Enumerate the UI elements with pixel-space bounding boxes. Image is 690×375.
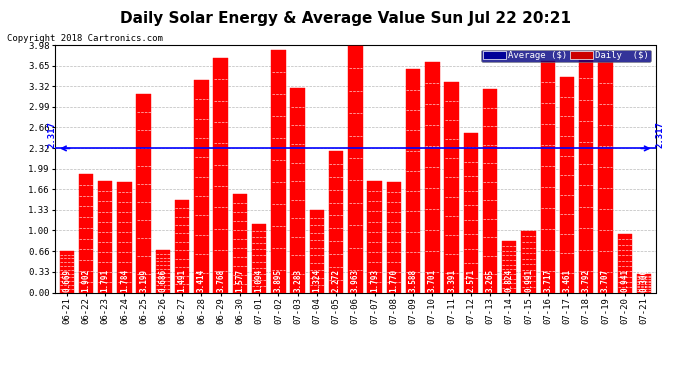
Text: 3.701: 3.701 [428, 269, 437, 292]
Text: 2.571: 2.571 [466, 269, 475, 292]
Text: 2.272: 2.272 [332, 269, 341, 292]
Text: 3.461: 3.461 [562, 269, 571, 292]
Bar [59, 251, 74, 292]
Text: 1.577: 1.577 [235, 269, 244, 292]
Text: 0.991: 0.991 [524, 269, 533, 292]
Text: 2.317: 2.317 [47, 121, 56, 148]
Bar [444, 82, 459, 292]
Text: 0.300: 0.300 [640, 269, 649, 292]
Bar [406, 69, 420, 292]
Text: 3.588: 3.588 [408, 269, 417, 292]
Bar [464, 133, 478, 292]
Text: 1.324: 1.324 [313, 269, 322, 292]
Text: 2.317: 2.317 [656, 121, 664, 148]
Text: 3.265: 3.265 [486, 269, 495, 292]
Text: 3.717: 3.717 [543, 269, 552, 292]
Bar [425, 62, 440, 292]
Bar [137, 94, 151, 292]
Bar [79, 174, 93, 292]
Text: 3.707: 3.707 [601, 269, 610, 292]
Text: 1.902: 1.902 [81, 269, 90, 292]
Bar [386, 182, 401, 292]
Bar [175, 200, 189, 292]
Text: 0.686: 0.686 [159, 269, 168, 292]
Bar [98, 181, 112, 292]
Text: 0.669: 0.669 [62, 269, 71, 292]
Text: 0.824: 0.824 [505, 269, 514, 292]
Text: 3.414: 3.414 [197, 269, 206, 292]
Bar [233, 194, 247, 292]
Bar [117, 182, 132, 292]
Text: 1.770: 1.770 [389, 269, 398, 292]
Bar [560, 77, 574, 292]
Bar [348, 46, 362, 292]
Text: 3.895: 3.895 [274, 269, 283, 292]
Text: 3.768: 3.768 [216, 269, 225, 292]
Bar [579, 57, 593, 292]
Text: 1.793: 1.793 [370, 269, 379, 292]
Text: 3.792: 3.792 [582, 269, 591, 292]
Text: 3.199: 3.199 [139, 269, 148, 292]
Bar [502, 241, 517, 292]
Bar [618, 234, 632, 292]
Text: Daily Solar Energy & Average Value Sun Jul 22 20:21: Daily Solar Energy & Average Value Sun J… [119, 11, 571, 26]
Bar [598, 62, 613, 292]
Text: 1.791: 1.791 [101, 269, 110, 292]
Text: 1.491: 1.491 [178, 269, 187, 292]
Bar [310, 210, 324, 292]
Bar [329, 151, 344, 292]
Bar [252, 225, 266, 292]
Text: 1.784: 1.784 [120, 269, 129, 292]
Bar [156, 250, 170, 292]
Bar [522, 231, 535, 292]
Text: 3.963: 3.963 [351, 269, 360, 292]
Text: 1.094: 1.094 [255, 269, 264, 292]
Bar [367, 181, 382, 292]
Text: 0.941: 0.941 [620, 269, 629, 292]
Text: 3.283: 3.283 [293, 269, 302, 292]
Bar [540, 62, 555, 292]
Bar [213, 58, 228, 292]
Bar [637, 274, 651, 292]
Legend: Average ($), Daily  ($): Average ($), Daily ($) [481, 50, 651, 62]
Bar [194, 80, 208, 292]
Bar [290, 88, 305, 292]
Bar [271, 50, 286, 292]
Bar [483, 90, 497, 292]
Text: 3.391: 3.391 [447, 269, 456, 292]
Text: Copyright 2018 Cartronics.com: Copyright 2018 Cartronics.com [7, 34, 163, 43]
